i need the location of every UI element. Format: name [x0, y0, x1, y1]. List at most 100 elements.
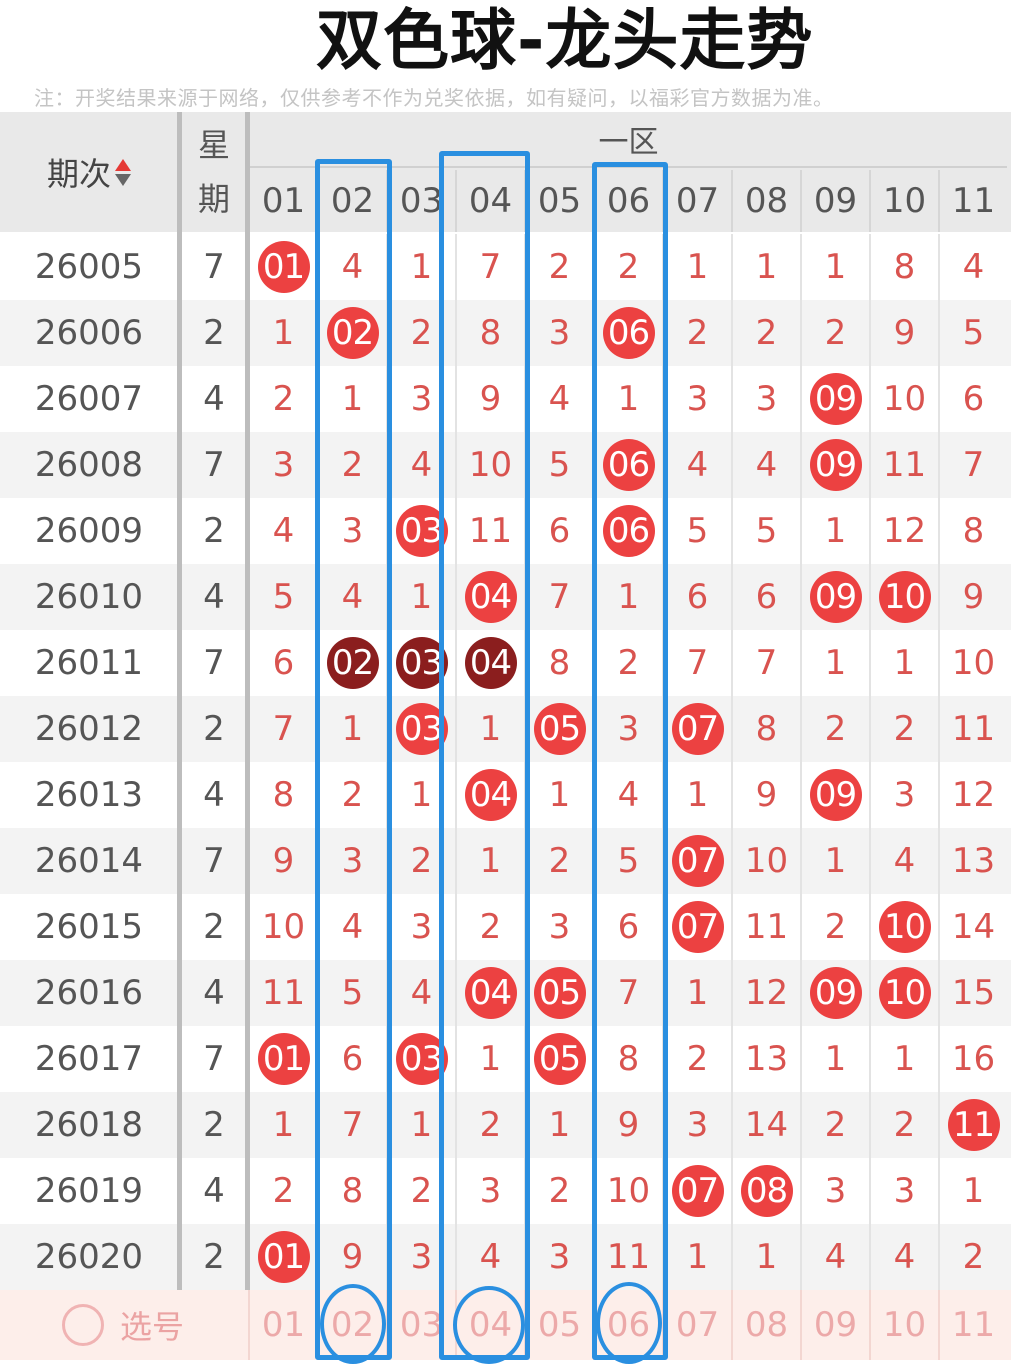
drawn-ball: 06: [602, 439, 655, 491]
miss-count-cell: 3: [662, 1092, 731, 1158]
miss-count-cell: 13: [938, 828, 1007, 894]
miss-count-cell: 4: [869, 1224, 938, 1290]
sort-arrows-icon[interactable]: [115, 158, 131, 186]
issue-number: 26017: [34, 1039, 144, 1079]
miss-count-cell: 7: [938, 432, 1007, 498]
drawn-ball-cell: 11: [938, 1092, 1007, 1158]
miss-count-cell: 12: [869, 498, 938, 564]
miss-count-cell: 2: [455, 1092, 524, 1158]
miss-count-cell: 1: [869, 1026, 938, 1092]
miss-count-cell: 1: [662, 960, 731, 1026]
circle-mark-04: [453, 1286, 525, 1364]
miss-count-cell: 2: [524, 1158, 593, 1224]
header-number-10: 10: [869, 170, 938, 232]
drawn-ball-cell: 09: [800, 960, 869, 1026]
drawn-ball: 11: [947, 1099, 1000, 1151]
miss-count-cell: 10: [731, 828, 800, 894]
pick-number-08[interactable]: 08: [731, 1290, 800, 1360]
issue-number: 26020: [34, 1237, 144, 1277]
miss-count-cell: 5: [938, 300, 1007, 366]
zone-header: 一区: [250, 112, 1007, 168]
miss-count-cell: 11: [455, 498, 524, 564]
table-row: 26007 4 2 1 3 9 4 1 3 3 09 10 6: [0, 366, 1011, 432]
drawn-ball: 03: [395, 637, 448, 689]
miss-count-cell: 6: [662, 564, 731, 630]
pick-number-01[interactable]: 01: [248, 1290, 317, 1360]
sort-by-issue[interactable]: 期次: [0, 112, 178, 232]
pick-number-toggle[interactable]: 选号: [0, 1290, 246, 1360]
table-row: 26020 2 01 9 3 4 3 11 1 1 4 4 2: [0, 1224, 1011, 1290]
drawn-ball: 10: [878, 967, 931, 1019]
miss-count-cell: 2: [524, 828, 593, 894]
miss-count-cell: 2: [800, 696, 869, 762]
miss-count-cell: 3: [800, 1158, 869, 1224]
header-number-04: 04: [455, 170, 524, 232]
miss-count-cell: 1: [800, 234, 869, 300]
miss-count-cell: 8: [869, 234, 938, 300]
miss-count-cell: 9: [248, 828, 317, 894]
header-number-09: 09: [800, 170, 869, 232]
miss-count-cell: 3: [869, 1158, 938, 1224]
miss-count-cell: 1: [800, 1026, 869, 1092]
drawn-ball: 09: [809, 571, 862, 623]
table-row: 26014 7 9 3 2 1 2 5 07 10 1 4 13: [0, 828, 1011, 894]
pick-number-10[interactable]: 10: [869, 1290, 938, 1360]
miss-count-cell: 1: [800, 630, 869, 696]
issue-header: 期次: [46, 155, 111, 193]
drawn-ball: 07: [671, 703, 724, 755]
pick-number-07[interactable]: 07: [662, 1290, 731, 1360]
radio-icon[interactable]: [61, 1304, 104, 1346]
miss-count-cell: 6: [248, 630, 317, 696]
miss-count-cell: 3: [869, 762, 938, 828]
drawn-ball: 05: [533, 967, 586, 1019]
issue-number: 26012: [34, 709, 144, 749]
pick-number-09[interactable]: 09: [800, 1290, 869, 1360]
miss-count-cell: 13: [731, 1026, 800, 1092]
drawn-ball: 01: [257, 241, 310, 293]
drawn-ball-cell: 10: [869, 894, 938, 960]
column-divider: [245, 112, 250, 1360]
issue-number: 26008: [34, 445, 144, 485]
miss-count-cell: 6: [731, 564, 800, 630]
pick-number-11[interactable]: 11: [938, 1290, 1007, 1360]
issue-number: 26015: [34, 907, 144, 947]
miss-count-cell: 2: [938, 1224, 1007, 1290]
miss-count-cell: 2: [662, 1026, 731, 1092]
miss-count-cell: 3: [524, 300, 593, 366]
miss-count-cell: 4: [869, 828, 938, 894]
weekday-header: 星 期: [182, 112, 246, 232]
weekday: 4: [203, 379, 225, 419]
column-divider: [177, 112, 182, 1290]
miss-count-cell: 2: [662, 300, 731, 366]
issue-number: 26010: [34, 577, 144, 617]
pick-number-03[interactable]: 03: [386, 1290, 455, 1360]
drawn-ball: 04: [464, 637, 517, 689]
table-row: 26006 2 1 02 2 8 3 06 2 2 2 9 5: [0, 300, 1011, 366]
miss-count-cell: 8: [524, 630, 593, 696]
miss-count-cell: 9: [455, 366, 524, 432]
miss-count-cell: 8: [248, 762, 317, 828]
miss-count-cell: 2: [869, 1092, 938, 1158]
miss-count-cell: 4: [731, 432, 800, 498]
table-row: 26018 2 1 7 1 2 1 9 3 14 2 2 11: [0, 1092, 1011, 1158]
miss-count-cell: 7: [524, 564, 593, 630]
pick-number-05[interactable]: 05: [524, 1290, 593, 1360]
disclaimer-note: 注：开奖结果来源于网络，仅供参考不作为兑奖依据，如有疑问，以福彩官方数据为准。: [34, 86, 834, 110]
miss-count-cell: 10: [938, 630, 1007, 696]
miss-count-cell: 1: [455, 696, 524, 762]
miss-count-cell: 8: [731, 696, 800, 762]
weekday: 2: [203, 313, 225, 353]
miss-count-cell: 2: [731, 300, 800, 366]
weekday: 4: [203, 1171, 225, 1211]
drawn-ball: 03: [395, 703, 448, 755]
drawn-ball-cell: 09: [800, 366, 869, 432]
circle-mark-02: [320, 1284, 386, 1364]
drawn-ball-cell: 06: [593, 300, 662, 366]
drawn-ball-cell: 09: [800, 762, 869, 828]
drawn-ball-cell: 07: [662, 894, 731, 960]
miss-count-cell: 1: [731, 1224, 800, 1290]
miss-count-cell: 1: [800, 828, 869, 894]
miss-count-cell: 4: [455, 1224, 524, 1290]
table-row: 26009 2 4 3 03 11 6 06 5 5 1 12 8: [0, 498, 1011, 564]
header-number-08: 08: [731, 170, 800, 232]
